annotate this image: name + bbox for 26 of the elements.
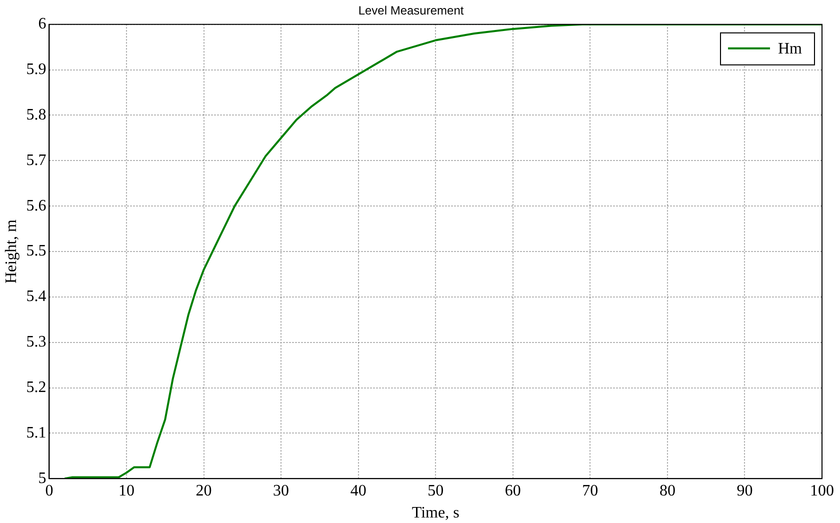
x-axis-title: Time, s: [412, 504, 460, 522]
chart-title: Level Measurement: [358, 4, 464, 18]
y-tick-label: 5.8: [26, 106, 46, 124]
y-tick-label: 5.6: [26, 197, 46, 214]
y-tick-label: 5.3: [26, 334, 46, 351]
x-tick-label: 10: [118, 482, 134, 500]
x-tick-label: 90: [736, 482, 753, 500]
x-tick-label: 100: [810, 482, 834, 500]
y-tick-label: 5: [38, 470, 46, 487]
y-tick-label: 5.2: [26, 378, 46, 396]
x-tick-label: 30: [273, 482, 290, 500]
x-tick-label: 40: [350, 482, 366, 500]
x-tick-label: 70: [582, 482, 598, 500]
y-tick-label: 5.9: [26, 61, 46, 78]
x-tick-label: 80: [659, 482, 676, 500]
y-tick-label: 5.5: [26, 242, 46, 260]
x-tick-label: 60: [504, 482, 521, 500]
x-tick-label: 50: [428, 482, 444, 500]
y-tick-label: 5.4: [26, 288, 46, 306]
y-tick-label: 6: [38, 16, 46, 33]
y-tick-label: 5.7: [26, 152, 46, 169]
x-tick-label: 0: [45, 482, 54, 500]
legend-label: Hm: [778, 40, 803, 58]
y-axis-title: Height, m: [2, 218, 20, 284]
x-tick-label: 20: [196, 482, 212, 500]
y-tick-label: 5.1: [26, 424, 46, 442]
